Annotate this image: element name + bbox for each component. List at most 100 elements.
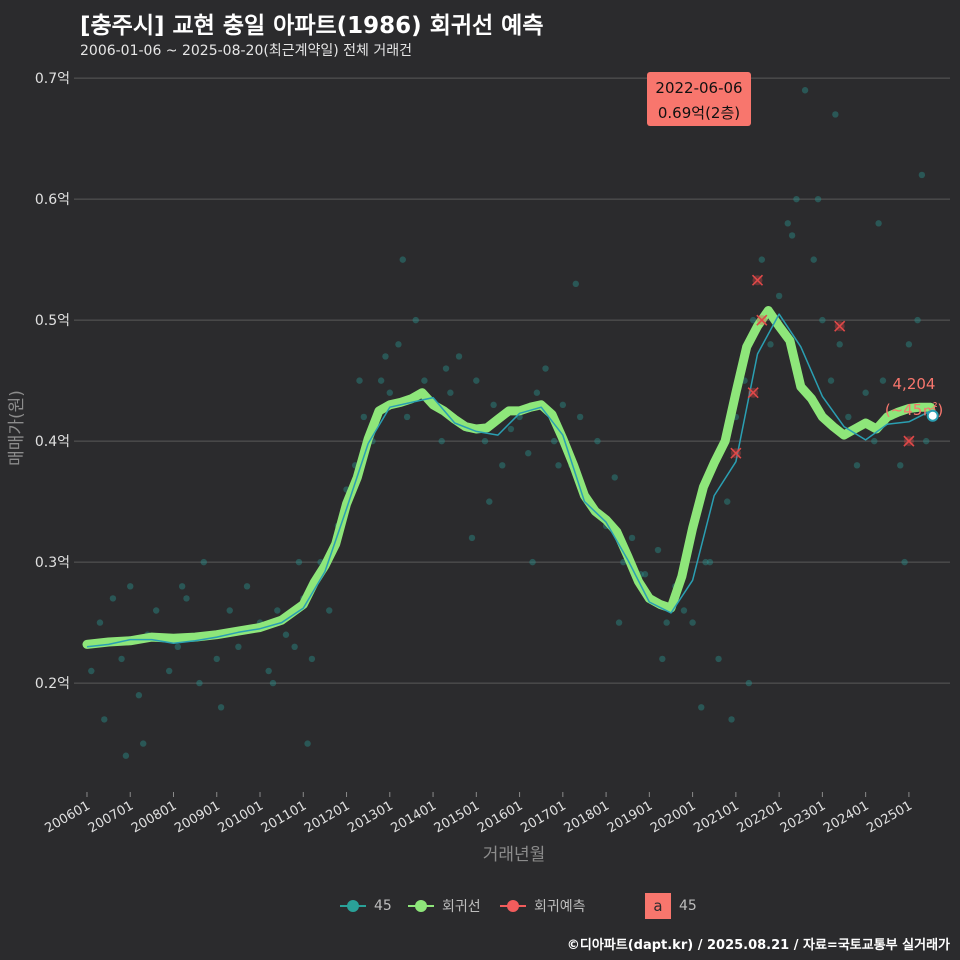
scatter-point <box>403 413 411 421</box>
scatter-point <box>775 292 783 300</box>
max-price-tag: 2022-06-06 0.69억(2층) <box>647 72 751 126</box>
x-tick-labels: 2006012007012008012009012010012011012012… <box>42 792 915 836</box>
scatter-point <box>200 558 207 566</box>
legend-item-prediction: 회귀예측 <box>500 894 586 918</box>
legend-item-regression: 회귀선 <box>408 894 481 918</box>
y-tick-label: 0.4억 <box>35 434 70 450</box>
x-tick-label: 202101 <box>691 798 741 836</box>
x-tick-label: 201401 <box>389 798 439 836</box>
scatter-point <box>295 558 303 566</box>
scatter-point <box>905 341 913 348</box>
scatter-point <box>109 595 117 602</box>
legend: 45 회귀선 회귀예측 a 45 <box>0 893 960 919</box>
scatter-point <box>659 655 666 663</box>
scatter-point <box>473 377 480 384</box>
prediction-marker <box>834 320 846 332</box>
scatter-point <box>455 353 463 360</box>
scatter-point <box>845 413 852 421</box>
scatter-point <box>291 643 298 651</box>
scatter-point <box>814 195 822 203</box>
scatter-point <box>421 377 428 384</box>
scatter-point <box>235 643 242 651</box>
scatter-point <box>698 704 705 711</box>
x-tick-label: 200601 <box>42 798 92 836</box>
scatter-point <box>572 280 580 288</box>
y-tick-labels: 0.2억 0.3억 0.4억 0.5억 0.6억 0.7억 <box>35 71 70 692</box>
scatter-point <box>628 534 636 542</box>
x-tick-label: 202301 <box>778 798 828 836</box>
scatter-point <box>165 667 173 675</box>
series-lines <box>82 306 935 649</box>
scatter-point <box>486 498 493 505</box>
y-tick-label: 0.5억 <box>35 313 70 329</box>
scatter-point <box>447 389 454 396</box>
scatter-point <box>265 667 272 675</box>
x-tick-label: 200801 <box>129 798 179 836</box>
legend-key-a: a <box>645 893 671 919</box>
scatter-point <box>827 377 835 384</box>
scatter-point <box>529 558 536 566</box>
scatter-point <box>533 389 541 396</box>
x-tick-label: 201901 <box>605 798 655 836</box>
x-tick-label: 201501 <box>432 798 482 836</box>
scatter-point <box>871 437 878 445</box>
scatter-point <box>96 619 104 626</box>
scatter-point <box>127 583 134 590</box>
scatter-point <box>724 498 731 505</box>
x-tick-label: 202501 <box>864 798 914 836</box>
scatter-point <box>412 316 419 324</box>
scatter-point <box>853 462 861 469</box>
legend-label-prediction: 회귀예측 <box>534 899 586 915</box>
scatter-point <box>767 341 774 348</box>
scatter-point <box>438 437 445 445</box>
scatter-point <box>542 365 549 372</box>
scatter-point <box>875 220 882 227</box>
footer-credit: ©디아파트(dapt.kr) / 2025.08.21 / 자료=국토교통부 실… <box>566 938 950 953</box>
scatter-point <box>178 583 186 590</box>
scatter-point <box>140 740 147 747</box>
scatter-point <box>702 558 709 566</box>
scatter-point <box>680 607 688 614</box>
scatter-point <box>274 607 281 614</box>
scatter-point <box>654 546 662 554</box>
scatter-point <box>217 704 225 711</box>
scatter-points <box>88 87 930 759</box>
legend-item-45: 45 <box>340 894 392 918</box>
x-tick-label: 201701 <box>518 798 568 836</box>
last-price-point <box>926 409 939 422</box>
last-price-value: 4,204 <box>893 375 936 393</box>
prediction-marker <box>903 435 915 447</box>
scatter-point <box>196 679 203 687</box>
x-tick-label: 201001 <box>216 798 266 836</box>
prediction-marker <box>730 447 742 459</box>
x-tick-label: 202201 <box>735 798 785 836</box>
scatter-point <box>282 631 290 638</box>
x-tick-label: 202401 <box>821 798 871 836</box>
x-tick-label: 201301 <box>345 798 395 836</box>
scatter-point <box>442 365 450 372</box>
scatter-point <box>706 558 714 566</box>
scatter-point <box>226 607 233 614</box>
legend-label-area: 45 <box>679 898 697 914</box>
scatter-point <box>468 534 476 542</box>
scatter-point <box>382 353 389 360</box>
legend-item-area: a 45 <box>645 893 697 919</box>
scatter-point <box>360 413 368 421</box>
scatter-point <box>174 643 182 651</box>
scatter-point <box>213 655 220 663</box>
monthly-average-line <box>86 313 931 648</box>
scatter-point <box>525 450 532 457</box>
grid-lines <box>74 77 950 684</box>
prediction-cross <box>747 387 759 399</box>
scatter-point <box>615 619 623 626</box>
regression-line <box>82 306 935 649</box>
scatter-point <box>745 679 753 687</box>
x-tick-label: 201201 <box>302 798 352 836</box>
scatter-point <box>749 316 757 324</box>
prediction-cross <box>751 274 764 286</box>
legend-label-45: 45 <box>374 898 392 914</box>
scatter-point <box>555 462 562 469</box>
scatter-point <box>594 437 601 445</box>
scatter-point <box>499 462 506 469</box>
scatter-point <box>862 389 869 396</box>
